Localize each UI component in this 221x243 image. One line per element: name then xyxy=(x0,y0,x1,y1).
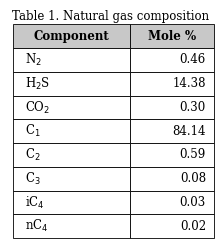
Text: Table 1. Natural gas composition: Table 1. Natural gas composition xyxy=(12,10,209,23)
